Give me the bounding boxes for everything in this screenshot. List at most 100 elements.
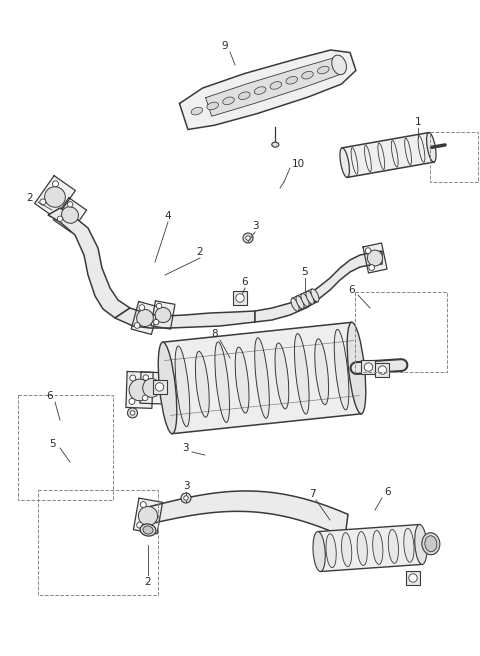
- Text: 10: 10: [291, 159, 305, 169]
- Text: 4: 4: [165, 211, 171, 221]
- Ellipse shape: [291, 298, 299, 311]
- Ellipse shape: [239, 92, 250, 100]
- Ellipse shape: [129, 379, 150, 401]
- Ellipse shape: [223, 97, 234, 105]
- Ellipse shape: [195, 352, 209, 417]
- Ellipse shape: [296, 296, 304, 309]
- Polygon shape: [361, 360, 375, 374]
- Polygon shape: [151, 301, 175, 329]
- Circle shape: [154, 319, 159, 325]
- Text: 3: 3: [252, 221, 258, 231]
- Circle shape: [130, 375, 136, 381]
- Text: 6: 6: [47, 391, 53, 401]
- Ellipse shape: [140, 524, 156, 536]
- Circle shape: [68, 201, 73, 207]
- Text: 6: 6: [384, 487, 391, 497]
- Polygon shape: [145, 491, 348, 537]
- Circle shape: [246, 236, 250, 240]
- Polygon shape: [363, 243, 387, 273]
- Circle shape: [137, 522, 143, 528]
- Polygon shape: [115, 308, 255, 328]
- Polygon shape: [318, 525, 422, 571]
- Ellipse shape: [254, 87, 266, 94]
- Polygon shape: [406, 571, 420, 585]
- Circle shape: [364, 363, 372, 371]
- Ellipse shape: [138, 506, 157, 525]
- Text: 5: 5: [302, 267, 308, 277]
- Circle shape: [236, 294, 244, 302]
- Text: 7: 7: [309, 489, 315, 499]
- Circle shape: [365, 248, 371, 253]
- Ellipse shape: [334, 329, 349, 410]
- Ellipse shape: [270, 81, 282, 89]
- Ellipse shape: [357, 531, 367, 565]
- Polygon shape: [205, 58, 338, 116]
- Polygon shape: [342, 133, 434, 177]
- Ellipse shape: [301, 293, 309, 306]
- Ellipse shape: [311, 289, 319, 302]
- Circle shape: [243, 233, 253, 243]
- Ellipse shape: [372, 531, 383, 564]
- Ellipse shape: [317, 66, 329, 74]
- Polygon shape: [53, 197, 86, 232]
- Ellipse shape: [235, 347, 249, 413]
- Ellipse shape: [155, 308, 171, 323]
- Circle shape: [369, 264, 374, 270]
- Ellipse shape: [255, 338, 269, 419]
- Ellipse shape: [427, 133, 436, 162]
- Ellipse shape: [367, 250, 383, 266]
- Ellipse shape: [175, 346, 190, 426]
- Text: 6: 6: [348, 285, 355, 295]
- Circle shape: [40, 199, 46, 205]
- Ellipse shape: [61, 207, 78, 223]
- Ellipse shape: [143, 526, 153, 534]
- Circle shape: [139, 305, 144, 310]
- Polygon shape: [233, 291, 247, 305]
- Ellipse shape: [333, 61, 345, 69]
- Polygon shape: [133, 498, 163, 534]
- Ellipse shape: [191, 108, 203, 115]
- Circle shape: [156, 303, 162, 309]
- Text: 3: 3: [183, 481, 189, 491]
- Ellipse shape: [143, 379, 160, 398]
- Text: 2: 2: [197, 247, 204, 257]
- Text: 2: 2: [27, 193, 33, 203]
- Polygon shape: [140, 372, 163, 404]
- Ellipse shape: [215, 342, 229, 422]
- Text: 3: 3: [182, 443, 188, 453]
- Ellipse shape: [404, 528, 414, 562]
- Circle shape: [128, 408, 138, 418]
- Text: 8: 8: [212, 329, 218, 339]
- Ellipse shape: [342, 533, 352, 567]
- Ellipse shape: [272, 142, 279, 147]
- Ellipse shape: [158, 342, 177, 434]
- Ellipse shape: [294, 333, 309, 414]
- Circle shape: [52, 181, 59, 187]
- Ellipse shape: [425, 536, 437, 552]
- Ellipse shape: [207, 102, 218, 110]
- Text: 2: 2: [144, 577, 151, 587]
- Circle shape: [184, 496, 188, 501]
- Ellipse shape: [275, 343, 289, 409]
- Ellipse shape: [306, 291, 314, 304]
- Ellipse shape: [137, 310, 154, 327]
- Circle shape: [156, 382, 164, 391]
- Ellipse shape: [302, 72, 313, 79]
- Circle shape: [130, 411, 135, 415]
- Polygon shape: [375, 363, 389, 377]
- Polygon shape: [255, 251, 382, 322]
- Polygon shape: [35, 176, 75, 218]
- Ellipse shape: [45, 187, 65, 207]
- Text: 5: 5: [48, 439, 55, 449]
- Ellipse shape: [286, 77, 298, 84]
- Polygon shape: [131, 302, 159, 335]
- Ellipse shape: [422, 533, 440, 555]
- Circle shape: [129, 398, 135, 404]
- Circle shape: [181, 493, 191, 503]
- Ellipse shape: [415, 525, 427, 564]
- Polygon shape: [153, 380, 167, 394]
- Circle shape: [143, 375, 149, 380]
- Text: 9: 9: [222, 41, 228, 51]
- Polygon shape: [163, 322, 361, 434]
- Polygon shape: [48, 208, 130, 318]
